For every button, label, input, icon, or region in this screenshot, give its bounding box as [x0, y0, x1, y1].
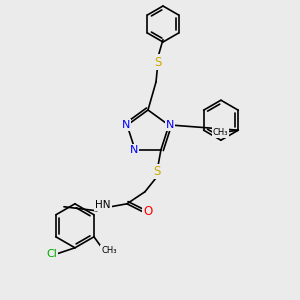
Text: N: N — [130, 145, 138, 155]
Text: S: S — [154, 56, 162, 68]
Text: HN: HN — [95, 200, 111, 210]
Text: CH₃: CH₃ — [101, 246, 117, 255]
Text: Cl: Cl — [46, 249, 57, 259]
Text: N: N — [122, 120, 130, 130]
Text: CH₃: CH₃ — [212, 128, 228, 137]
Text: N: N — [166, 120, 174, 130]
Text: S: S — [153, 165, 161, 178]
Text: O: O — [143, 205, 153, 218]
